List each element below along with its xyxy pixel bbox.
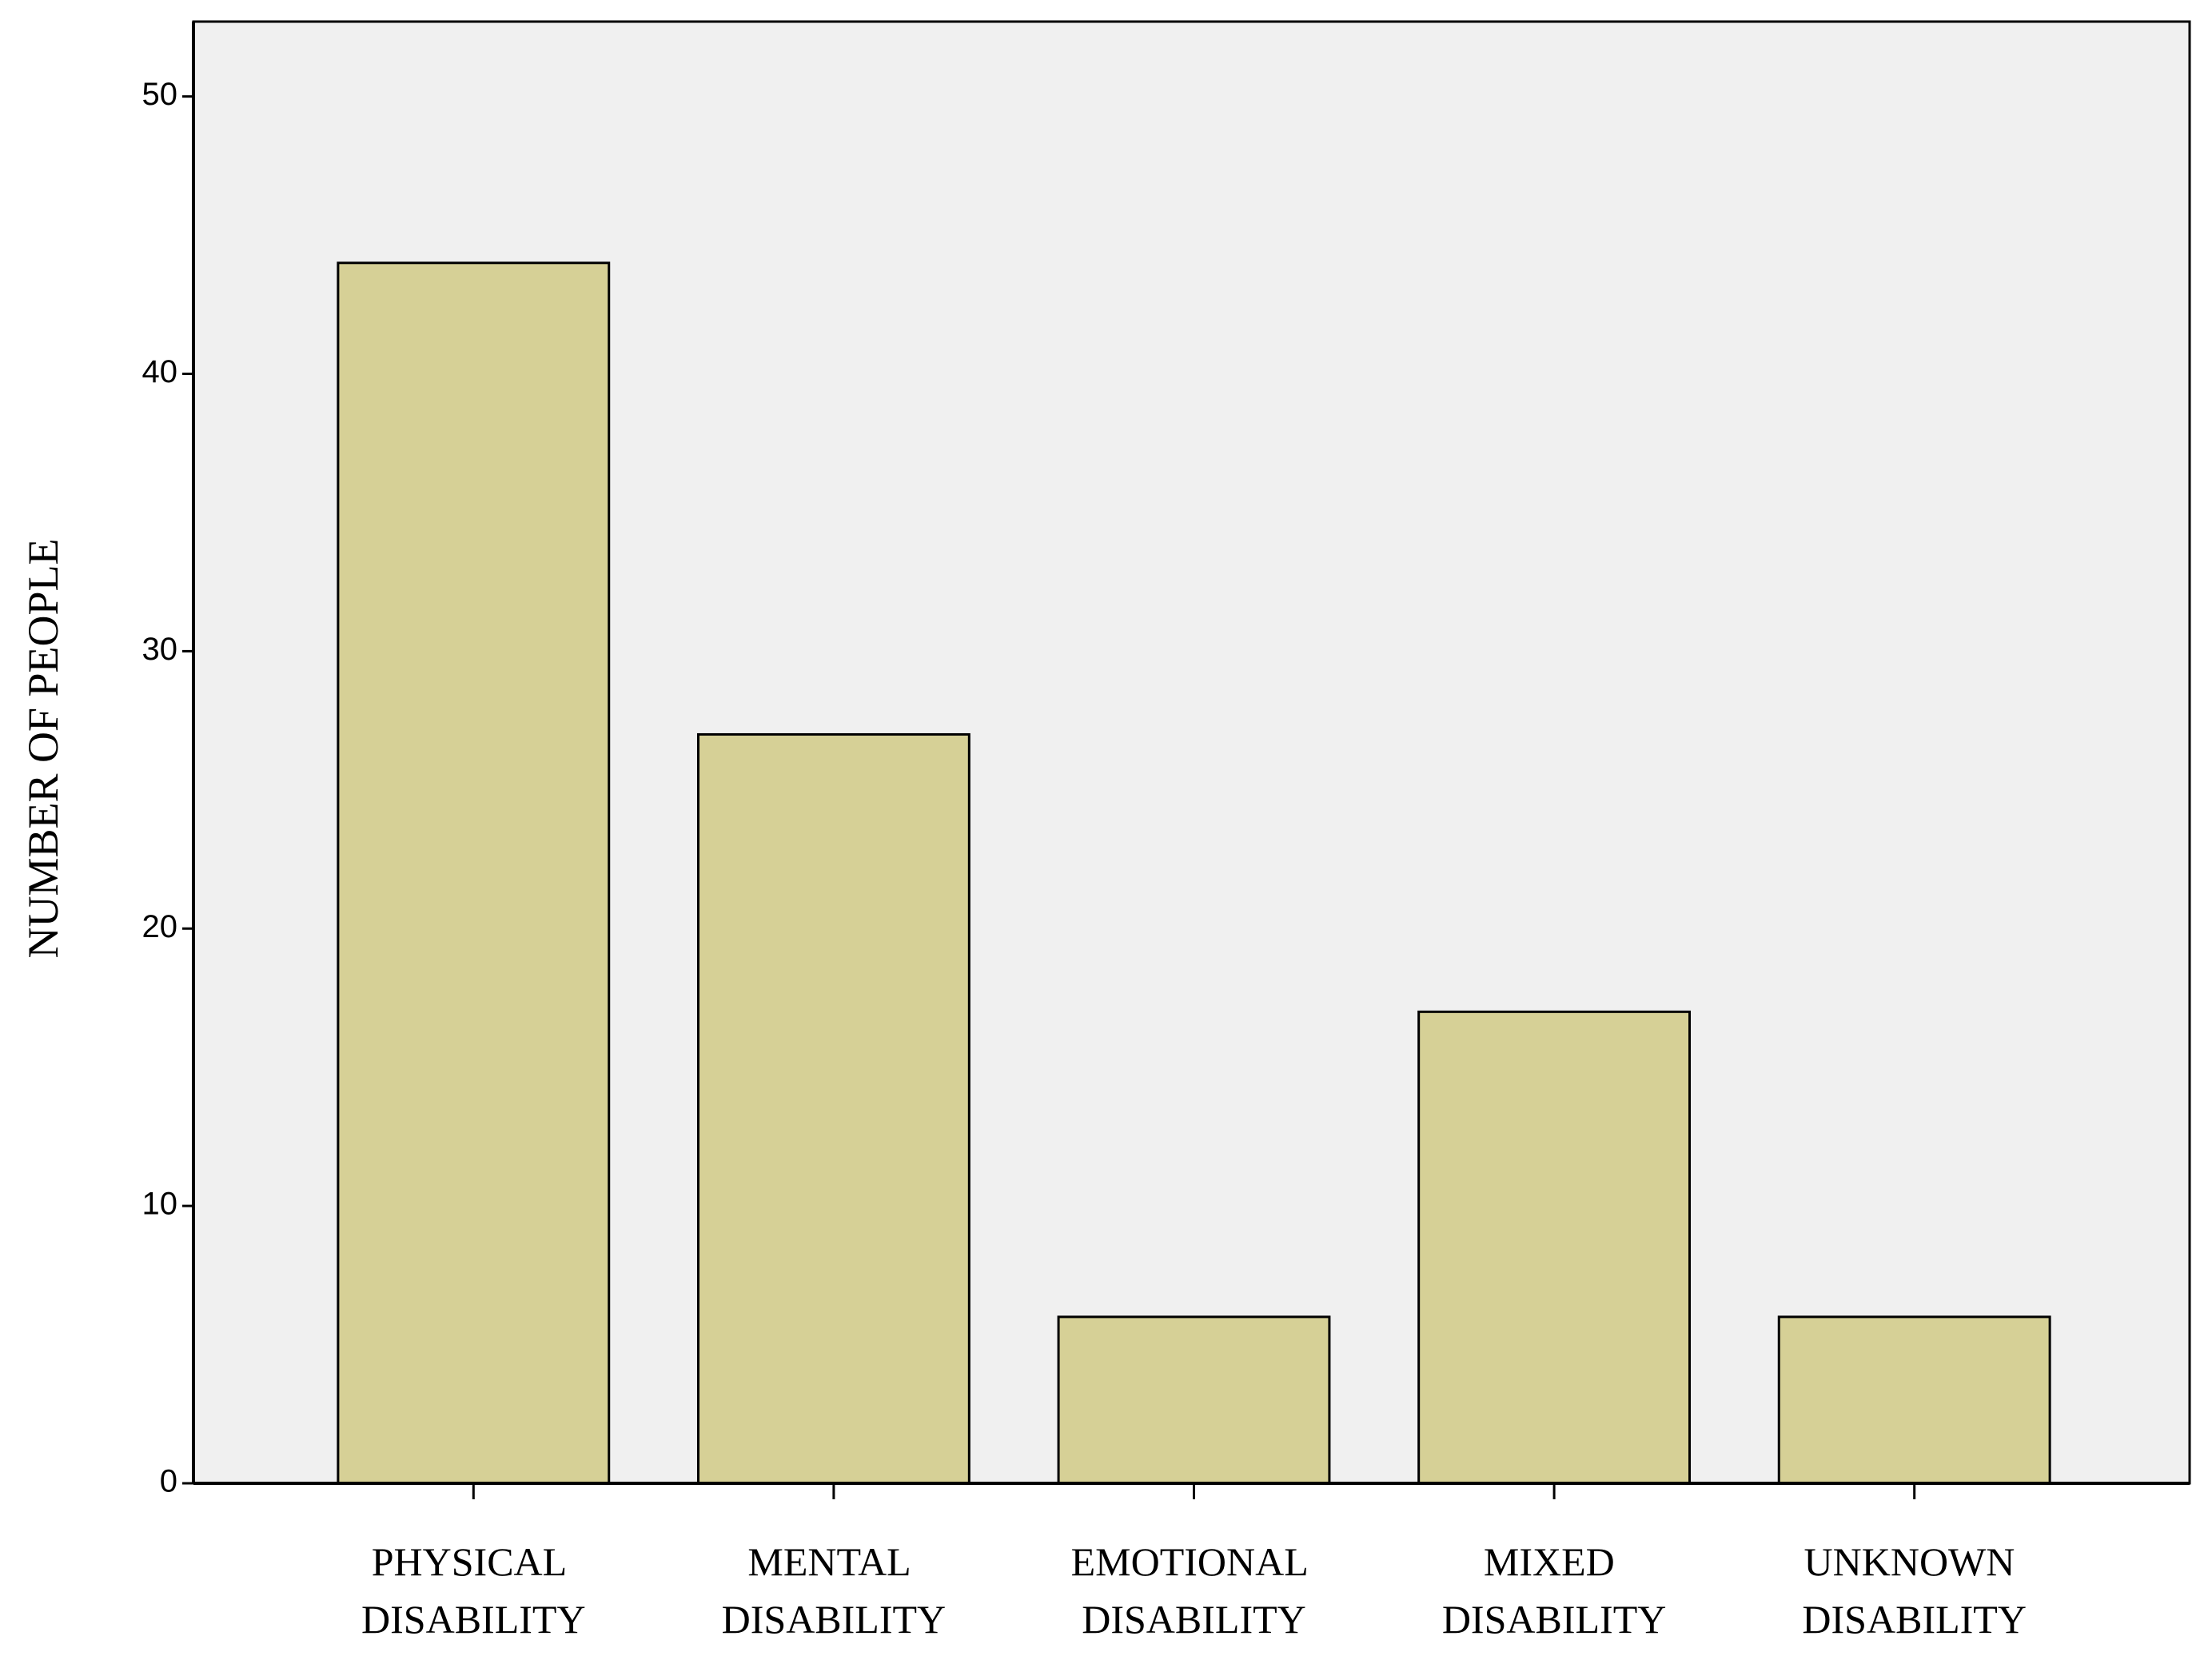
y-tick-label: 50 xyxy=(142,77,178,112)
x-tick-label: MIXED DISABILITY xyxy=(1442,1539,1667,1642)
bar xyxy=(1777,1315,2051,1485)
y-axis-title: NUMBER OF PEOPLE xyxy=(19,538,67,958)
bar xyxy=(1417,1010,1692,1485)
x-tick-label: EMOTIONAL DISABILITY xyxy=(1071,1539,1317,1642)
x-tick-label: PHYSICAL DISABILITY xyxy=(361,1539,586,1642)
y-tick-label: 10 xyxy=(142,1187,178,1222)
y-tick-label: 20 xyxy=(142,909,178,944)
x-tick-label: UNKNOWN DISABILITY xyxy=(1802,1539,2027,1642)
bar xyxy=(337,261,611,1485)
y-tick-label: 30 xyxy=(142,632,178,667)
bar xyxy=(1057,1315,1331,1485)
x-tick-label: MENTAL DISABILITY xyxy=(722,1539,947,1642)
y-tick-label: 40 xyxy=(142,354,178,389)
bar xyxy=(696,732,970,1485)
y-tick-label: 0 xyxy=(160,1464,177,1499)
